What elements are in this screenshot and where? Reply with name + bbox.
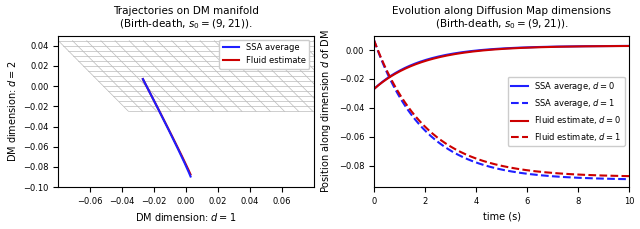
Fluid estimate, $d = 0$ [522, 46, 530, 49]
Fluid estimate [185, 169, 193, 172]
SSA average [185, 171, 193, 174]
Fluid estimate [186, 173, 194, 175]
SSA average, $d = 0$ [526, 46, 534, 49]
SSA average, $d = 0$ [602, 45, 609, 47]
Fluid estimate, $d = 0$ [602, 45, 609, 47]
Fluid estimate, $d = 1$ [371, 41, 379, 44]
Line: Fluid estimate, $d = 1$: Fluid estimate, $d = 1$ [374, 40, 629, 176]
SSA average, $d = 0$ [522, 46, 530, 49]
SSA average [140, 79, 148, 82]
Title: Trajectories on DM manifold
(Birth-death, $s_0 = (9, 21)$).: Trajectories on DM manifold (Birth-death… [113, 5, 259, 31]
Line: SSA average, $d = 0$: SSA average, $d = 0$ [374, 46, 629, 89]
SSA average [139, 78, 147, 80]
SSA average [187, 175, 195, 178]
SSA average, $d = 1$ [602, 177, 609, 180]
Line: SSA average, $d = 1$: SSA average, $d = 1$ [374, 40, 629, 179]
Fluid estimate [187, 173, 195, 176]
Fluid estimate, $d = 1$ [602, 174, 609, 177]
Legend: SSA average, Fluid estimate: SSA average, Fluid estimate [220, 40, 309, 69]
Title: Evolution along Diffusion Map dimensions
(Birth-death, $s_0 = (9, 21)$).: Evolution along Diffusion Map dimensions… [392, 5, 611, 31]
X-axis label: time (s): time (s) [483, 211, 520, 221]
Fluid estimate, $d = 0$ [371, 87, 379, 90]
SSA average, $d = 1$ [625, 178, 633, 180]
Line: SSA average: SSA average [143, 79, 191, 177]
SSA average, $d = 0$ [521, 46, 529, 49]
SSA average, $d = 0$ [371, 87, 379, 90]
SSA average, $d = 1$ [521, 172, 529, 175]
SSA average, $d = 0$ [625, 45, 633, 47]
Fluid estimate [139, 78, 147, 80]
Fluid estimate, $d = 0$ [370, 88, 378, 90]
Fluid estimate [140, 79, 148, 82]
Fluid estimate [185, 169, 193, 172]
Fluid estimate, $d = 0$ [521, 46, 529, 49]
SSA average [185, 172, 193, 174]
Fluid estimate, $d = 0$ [585, 45, 593, 48]
SSA average, $d = 1$ [585, 177, 593, 180]
Fluid estimate, $d = 0$ [625, 45, 633, 47]
Legend: SSA average, $d = 0$, SSA average, $d = 1$, Fluid estimate, $d = 0$, Fluid estim: SSA average, $d = 0$, SSA average, $d = … [508, 77, 625, 146]
Y-axis label: DM dimension: $d = 2$: DM dimension: $d = 2$ [6, 61, 17, 162]
Fluid estimate, $d = 1$ [526, 169, 534, 172]
Fluid estimate, $d = 1$ [521, 169, 529, 171]
SSA average [187, 175, 195, 177]
SSA average, $d = 1$ [371, 41, 379, 44]
SSA average, $d = 1$ [522, 172, 530, 175]
Fluid estimate, $d = 1$ [522, 169, 530, 172]
Y-axis label: Position along dimension $d$ of DM: Position along dimension $d$ of DM [319, 30, 333, 193]
Fluid estimate, $d = 0$ [526, 46, 534, 49]
SSA average [186, 174, 194, 177]
Line: Fluid estimate: Fluid estimate [143, 79, 191, 174]
Line: Fluid estimate, $d = 0$: Fluid estimate, $d = 0$ [374, 46, 629, 89]
Fluid estimate, $d = 1$ [370, 39, 378, 41]
X-axis label: DM dimension: $d = 1$: DM dimension: $d = 1$ [135, 211, 237, 224]
SSA average, $d = 1$ [526, 173, 534, 175]
Fluid estimate [186, 172, 194, 175]
SSA average, $d = 1$ [370, 39, 378, 41]
Fluid estimate, $d = 1$ [625, 175, 633, 177]
SSA average, $d = 0$ [370, 88, 378, 90]
Fluid estimate, $d = 1$ [585, 174, 593, 176]
Fluid estimate [185, 169, 193, 172]
SSA average [185, 171, 193, 174]
SSA average, $d = 0$ [585, 45, 593, 48]
